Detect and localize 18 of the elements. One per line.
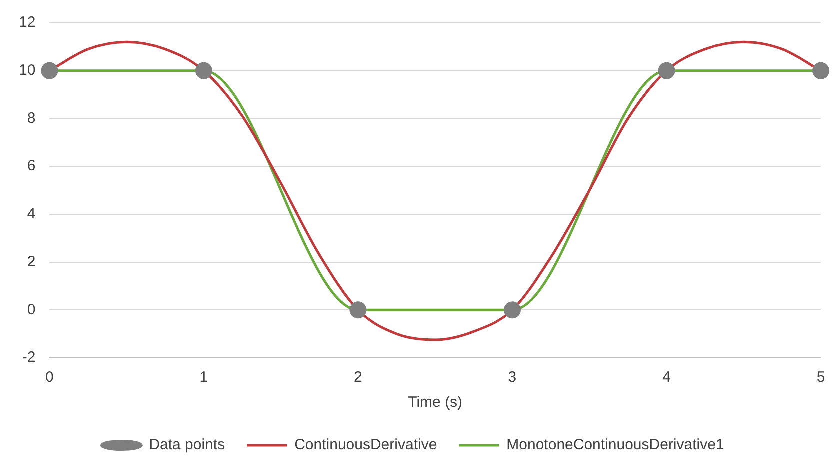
- y-tick-label: 6: [27, 158, 36, 175]
- x-axis-title: Time (s): [408, 394, 463, 412]
- x-tick-label: 0: [46, 369, 54, 386]
- legend-label: MonotoneContinuousDerivative1: [506, 436, 724, 454]
- x-tick-label: 3: [508, 369, 517, 386]
- y-tick-label: 12: [18, 14, 36, 32]
- x-tick-label: 2: [354, 369, 362, 386]
- x-tick-label: 1: [200, 369, 208, 386]
- legend-label: Data points: [149, 436, 226, 454]
- y-tick-label: 10: [18, 62, 36, 79]
- y-tick-label: 0: [27, 301, 36, 318]
- x-tick-label: 5: [816, 369, 826, 386]
- y-tick-label: 2: [27, 253, 36, 270]
- y-tick-label: 4: [27, 206, 36, 223]
- legend-label: ContinuousDerivative: [294, 436, 438, 454]
- y-tick-label: 8: [27, 110, 36, 127]
- y-tick-label: -2: [22, 349, 36, 366]
- x-tick-label: 4: [662, 369, 671, 386]
